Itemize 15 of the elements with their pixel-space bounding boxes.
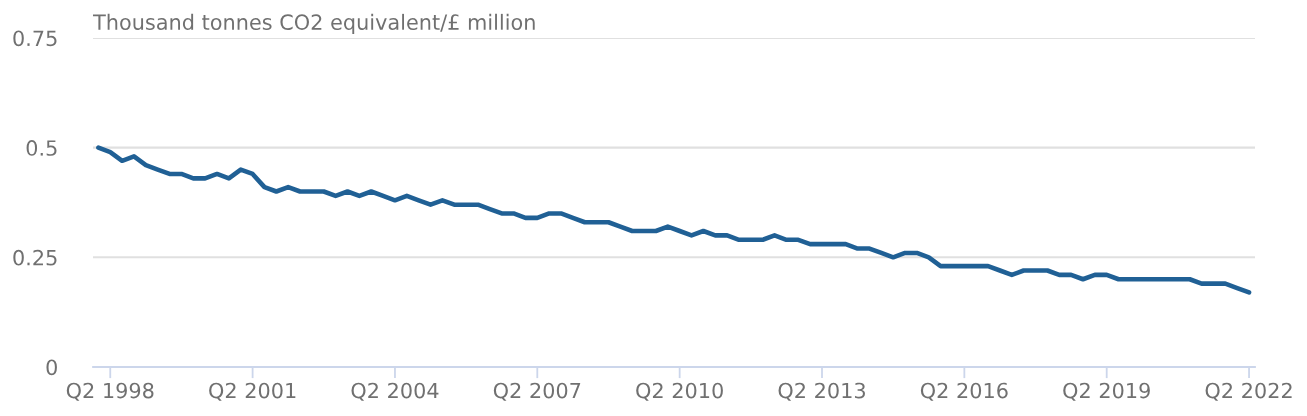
x-tick-label: Q2 2001: [209, 382, 296, 401]
x-tick-label: Q2 2013: [778, 382, 865, 401]
x-tick-label: Q2 2007: [493, 382, 581, 401]
y-tick-label: 0.75: [13, 30, 57, 47]
x-tick-label: Q2 2022: [1205, 382, 1292, 401]
y-axis-title: Thousand tonnes CO2 equivalent/£ million: [93, 13, 535, 35]
x-tick-label: Q2 2010: [636, 382, 723, 401]
x-tick-label: Q2 2019: [1063, 382, 1150, 401]
x-tick-label: Q2 2016: [920, 382, 1008, 401]
y-tick-label: 0: [46, 359, 57, 376]
y-tick-label: 0.5: [26, 140, 57, 156]
x-tick-label: Q2 2004: [351, 382, 439, 401]
y-tick-label: 0.25: [13, 249, 57, 266]
x-tick-label: Q2 1998: [66, 382, 154, 401]
line-series: [96, 145, 1252, 295]
